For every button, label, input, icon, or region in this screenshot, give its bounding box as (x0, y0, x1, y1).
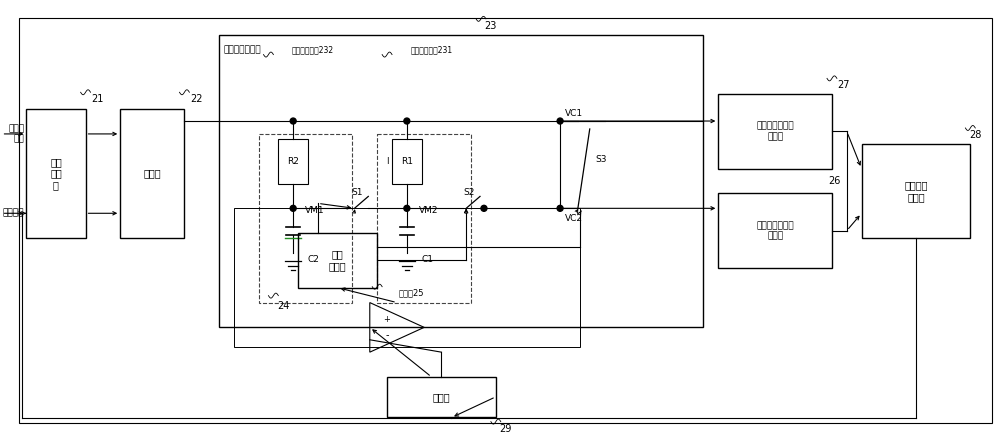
Bar (718, 194, 832, 268)
Text: VC1: VC1 (565, 108, 583, 118)
Text: 电流控制
振荡器: 电流控制 振荡器 (904, 180, 928, 202)
Text: +: + (384, 315, 391, 324)
Circle shape (481, 205, 487, 211)
Text: R1: R1 (401, 157, 413, 166)
Text: VC2: VC2 (565, 214, 583, 223)
Text: S1: S1 (352, 188, 363, 197)
Text: 分频器: 分频器 (433, 392, 450, 402)
Bar (234, 208, 580, 347)
Text: 26: 26 (829, 176, 841, 186)
Bar (387, 377, 496, 417)
Text: 23: 23 (485, 21, 497, 31)
Text: -: - (385, 330, 389, 340)
Bar (862, 144, 970, 238)
Text: 第一滤波单元231: 第一滤波单元231 (411, 45, 453, 54)
Bar (392, 139, 422, 184)
Text: C2: C2 (308, 256, 320, 264)
Circle shape (557, 205, 563, 211)
Bar (259, 134, 352, 302)
Text: 29: 29 (500, 424, 512, 434)
Text: 环路低通滤波器: 环路低通滤波器 (224, 45, 262, 54)
Text: VM1: VM1 (305, 206, 325, 215)
Text: C1: C1 (422, 256, 434, 264)
Text: 比较器25: 比较器25 (399, 288, 425, 297)
Bar (278, 139, 308, 184)
Bar (718, 94, 832, 169)
Bar (298, 233, 377, 288)
Text: 24: 24 (277, 300, 289, 311)
Text: R2: R2 (287, 157, 299, 166)
Text: I: I (386, 157, 388, 166)
Text: 电荷泵: 电荷泵 (143, 168, 161, 179)
Text: 反馈信号: 反馈信号 (3, 209, 24, 218)
Bar (120, 109, 184, 238)
Text: 鉴频
鉴相
器: 鉴频 鉴相 器 (50, 157, 62, 190)
Bar (26, 109, 86, 238)
Text: S2: S2 (463, 188, 475, 197)
Text: 参考源
信号: 参考源 信号 (8, 124, 24, 144)
Text: 28: 28 (969, 130, 981, 140)
Text: 第二滤波单元232: 第二滤波单元232 (292, 45, 334, 54)
Text: 第一电压电流转
换单元: 第一电压电流转 换单元 (756, 221, 794, 240)
Text: 22: 22 (190, 94, 203, 104)
Bar (219, 35, 703, 327)
Text: 27: 27 (838, 80, 850, 90)
Circle shape (404, 205, 410, 211)
Text: 21: 21 (91, 94, 104, 104)
Text: VM2: VM2 (419, 206, 438, 215)
Circle shape (290, 118, 296, 124)
Circle shape (404, 118, 410, 124)
Text: S3: S3 (596, 155, 607, 164)
Text: 第二电压电流转
换单元: 第二电压电流转 换单元 (756, 122, 794, 141)
Text: 模式
控制器: 模式 控制器 (329, 250, 346, 271)
Bar (377, 134, 471, 302)
Circle shape (290, 205, 296, 211)
Circle shape (557, 118, 563, 124)
